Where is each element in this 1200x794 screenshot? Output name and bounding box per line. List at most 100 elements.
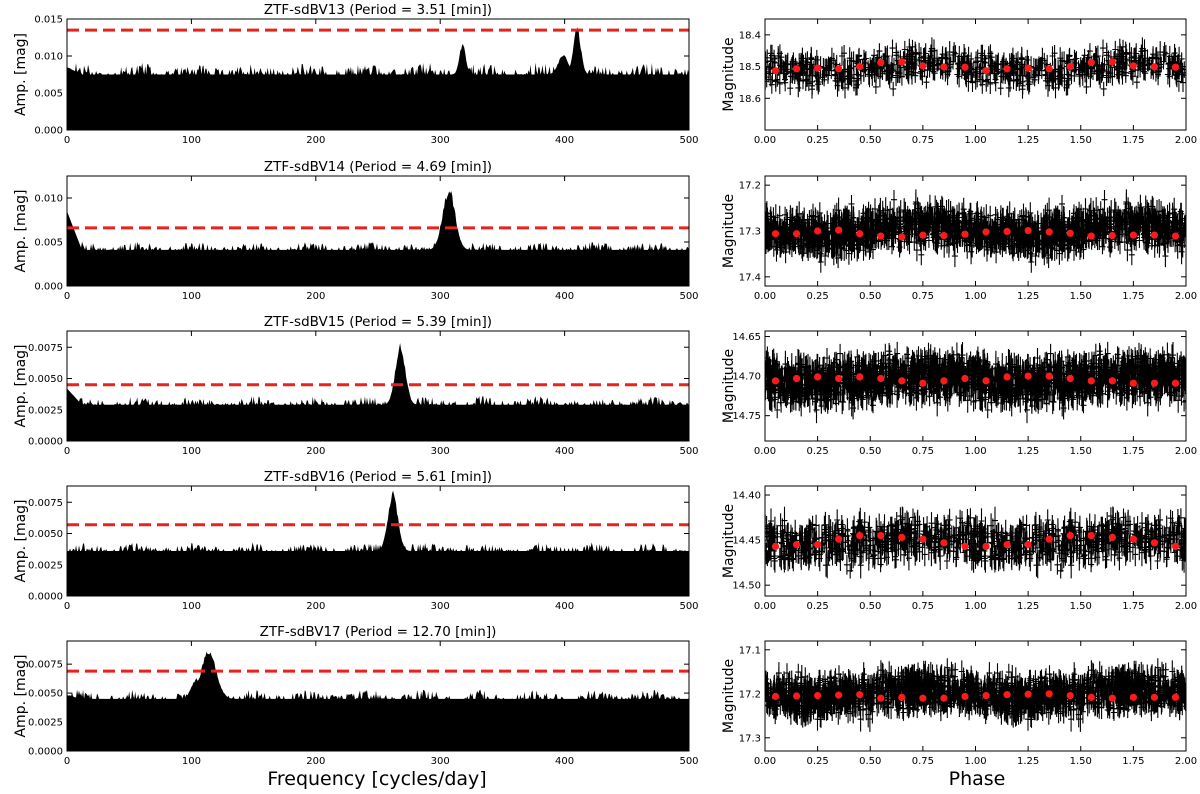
x-tick-label: 0 [64, 756, 70, 767]
binned-point [792, 374, 801, 383]
binned-point [835, 535, 843, 543]
x-tick-label: 0.25 [806, 601, 828, 612]
x-tick-label: 0.00 [754, 446, 776, 457]
binned-point [1171, 693, 1180, 701]
lightcurve-y-axis-label: Magnitude [721, 659, 737, 733]
binned-point [856, 691, 864, 699]
binned-point [982, 228, 990, 236]
binned-point [835, 691, 843, 699]
x-tick-label: 1.00 [964, 601, 986, 612]
binned-point [940, 377, 948, 385]
binned-point [919, 62, 927, 70]
x-tick-label: 0.75 [912, 756, 934, 767]
phase-x-axis-label: Phase [949, 768, 1006, 790]
periodogram-frame [66, 175, 690, 287]
x-tick-label: 1.75 [1122, 135, 1144, 146]
binned-point [961, 374, 969, 383]
binned-point [1171, 379, 1180, 387]
binned-point [940, 539, 948, 547]
x-tick-label: 0.75 [912, 446, 934, 457]
binned-point [1129, 231, 1137, 239]
y-tick-label: 0.005 [34, 89, 63, 100]
binned-point [771, 377, 780, 385]
y-tick-label: 14.50 [732, 581, 761, 592]
binned-point [1129, 62, 1137, 70]
binned-point [1171, 232, 1180, 240]
binned-point [1129, 693, 1137, 701]
x-tick-label: 1.75 [1122, 446, 1144, 457]
x-tick-label: 500 [679, 291, 698, 302]
y-tick-label: 17.2 [739, 689, 761, 700]
y-tick-label: 0.015 [34, 15, 63, 26]
y-tick-label: 18.5 [739, 62, 761, 73]
periodogram-frame [66, 485, 690, 597]
binned-point [919, 535, 927, 543]
x-tick-label: 1.25 [1017, 601, 1039, 612]
binned-point [1066, 531, 1074, 540]
x-tick-label: 0.25 [806, 756, 828, 767]
y-tick-label: 0.0075 [28, 498, 63, 509]
x-tick-label: 400 [555, 601, 574, 612]
y-tick-label: 17.3 [739, 733, 761, 744]
binned-point [771, 542, 780, 551]
binned-point [1150, 693, 1159, 701]
y-tick-label: 0.0075 [28, 660, 63, 671]
y-tick-label: 14.40 [732, 491, 761, 502]
binned-point [1129, 535, 1137, 543]
binned-point [814, 227, 822, 235]
periodogram-title: ZTF-sdBV17 (Period = 12.70 [min]) [260, 624, 497, 640]
binned-point [814, 373, 822, 381]
y-tick-label: 17.3 [739, 227, 761, 238]
y-tick-label: 0.0025 [28, 405, 63, 416]
lightcurve-error-bars [765, 506, 1186, 579]
x-tick-label: 300 [431, 135, 450, 146]
x-tick-label: 100 [182, 135, 201, 146]
binned-point [1087, 58, 1095, 67]
binned-point [919, 231, 927, 239]
x-tick-label: 0.75 [912, 291, 934, 302]
binned-point [982, 542, 990, 551]
binned-point [1003, 227, 1011, 236]
lightcurve-points [765, 506, 1186, 579]
x-tick-label: 100 [182, 601, 201, 612]
x-tick-label: 200 [306, 291, 325, 302]
binned-point [1066, 62, 1074, 71]
binned-point [1108, 58, 1116, 66]
binned-point [835, 374, 843, 383]
binned-point [771, 692, 780, 701]
x-tick-label: 2.00 [1175, 135, 1197, 146]
periodogram-spectrum [67, 651, 689, 751]
x-tick-label: 1.25 [1017, 756, 1039, 767]
x-tick-label: 200 [306, 446, 325, 457]
periodogram-spectrum [67, 191, 689, 286]
lightcurve-y-axis-label: Magnitude [721, 194, 737, 268]
x-tick-label: 0.25 [806, 291, 828, 302]
y-tick-label: 0.0050 [28, 529, 63, 540]
y-tick-label: 18.4 [739, 30, 761, 41]
periodogram-y-axis-label: Amp. [mag] [13, 654, 29, 737]
y-tick-label: 0.010 [34, 52, 63, 63]
y-tick-label: 14.75 [732, 411, 761, 422]
binned-point [1045, 372, 1053, 380]
binned-point [1087, 377, 1095, 385]
x-tick-label: 1.75 [1122, 756, 1144, 767]
periodogram-panel: 0 100 200 300 400 500 0.0000 0.0025 0.0050 0.0075… [13, 314, 699, 457]
periodogram-frame [66, 640, 690, 752]
binned-point [919, 694, 927, 702]
x-tick-label: 300 [431, 756, 450, 767]
binned-point [898, 377, 906, 385]
binned-point [814, 691, 822, 700]
x-tick-label: 1.50 [1070, 291, 1092, 302]
binned-point [982, 67, 990, 75]
periodogram-spectrum [67, 490, 689, 596]
lightcurve-panel: 0.00 0.25 0.50 0.75 1.00 1.25 1.50 1.75 2.00 14.4… [721, 485, 1197, 612]
lightcurve-points [765, 189, 1186, 273]
binned-point [1003, 691, 1011, 699]
binned-point [856, 230, 864, 238]
binned-point [792, 692, 801, 700]
panel-row-1: 0 100 200 300 400 500 0.000 0.005 0.010 0.015 Amp.… [13, 2, 1197, 146]
x-tick-label: 0.50 [859, 601, 881, 612]
y-tick-label: 0.0000 [28, 437, 63, 448]
x-tick-label: 300 [431, 601, 450, 612]
binned-point [1024, 64, 1032, 72]
